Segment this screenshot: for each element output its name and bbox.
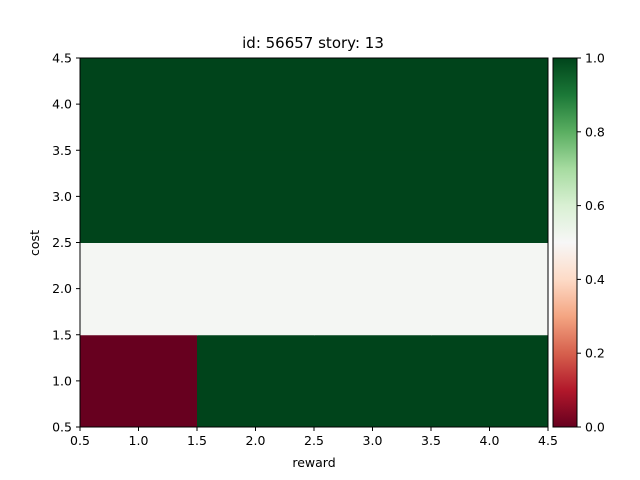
heatmap-cell (80, 58, 198, 151)
colorbar-tick-label: 0.6 (585, 198, 605, 213)
heatmap-cell (431, 334, 549, 428)
y-tick-label: 4.0 (52, 97, 72, 112)
heatmap-cell (431, 150, 549, 243)
y-axis-label: cost (27, 230, 42, 256)
heatmap-cell (314, 334, 432, 428)
heatmap-cell (80, 242, 198, 336)
y-tick-label: 2.5 (52, 235, 72, 250)
heatmap-cell (197, 58, 315, 151)
y-tick-label: 3.5 (52, 143, 72, 158)
heatmap-cell (197, 150, 315, 243)
heatmap-cell (314, 58, 432, 151)
heatmap-cell (314, 150, 432, 243)
y-tick-label: 2.0 (52, 281, 72, 296)
colorbar-ticks: 0.0 0.2 0.4 0.6 0.8 1.0 (577, 51, 605, 435)
y-tick-label: 1.5 (52, 327, 72, 342)
y-tick-label: 3.0 (52, 189, 72, 204)
y-tick-label: 1.0 (52, 373, 72, 388)
heatmap-cells (80, 58, 549, 428)
heatmap-cell (80, 334, 198, 428)
x-tick-label: 1.5 (187, 433, 207, 448)
heatmap-cell (80, 150, 198, 243)
x-tick-label: 4.5 (538, 433, 558, 448)
colorbar-tick-label: 1.0 (585, 51, 605, 66)
heatmap-cell (197, 334, 315, 428)
y-axis-ticks: 0.5 1.0 1.5 2.0 2.5 3.0 3.5 4.0 4.5 (52, 51, 80, 435)
heatmap-cell (314, 242, 432, 336)
x-tick-label: 3.0 (363, 433, 383, 448)
colorbar-tick-label: 0.2 (585, 346, 605, 361)
y-tick-label: 0.5 (52, 420, 72, 435)
colorbar-tick-label: 0.8 (585, 124, 605, 139)
colorbar-tick-label: 0.0 (585, 420, 605, 435)
x-tick-label: 4.0 (480, 433, 500, 448)
heatmap-cell (431, 58, 549, 151)
x-tick-label: 0.5 (70, 433, 90, 448)
x-axis-ticks: 0.5 1.0 1.5 2.0 2.5 3.0 3.5 4.0 4.5 (70, 427, 558, 448)
x-axis-label: reward (292, 455, 335, 470)
heatmap-cell (431, 242, 549, 336)
y-tick-label: 4.5 (52, 51, 72, 66)
chart-title: id: 56657 story: 13 (242, 34, 384, 52)
colorbar-tick-label: 0.4 (585, 272, 605, 287)
x-tick-label: 2.0 (246, 433, 266, 448)
heatmap-cell (197, 242, 315, 336)
colorbar (552, 57, 578, 428)
x-tick-label: 1.0 (129, 433, 149, 448)
x-tick-label: 2.5 (304, 433, 324, 448)
x-tick-label: 3.5 (421, 433, 441, 448)
